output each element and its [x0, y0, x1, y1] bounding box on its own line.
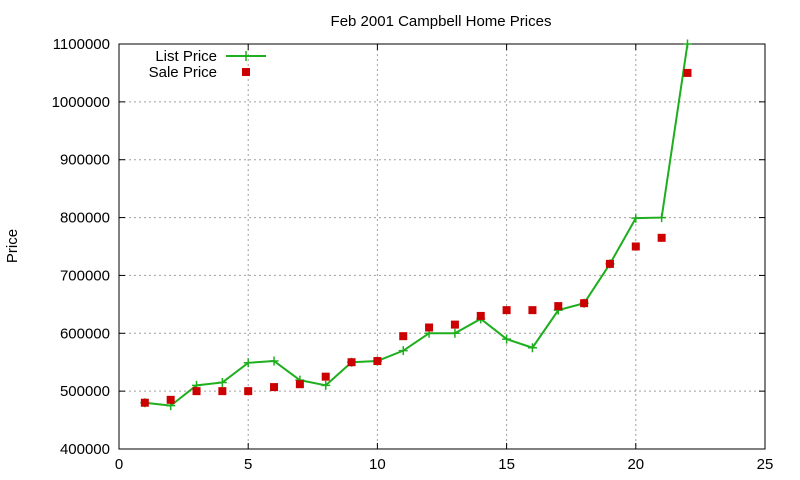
- data-point: [243, 358, 253, 368]
- legend-marker: [241, 51, 251, 61]
- x-tick-label: 0: [115, 456, 123, 473]
- data-point: [399, 332, 408, 341]
- data-point: [166, 395, 175, 404]
- x-tick-label: 10: [369, 456, 386, 473]
- data-point: [657, 213, 667, 223]
- data-point: [373, 357, 382, 366]
- series-group: [140, 39, 692, 411]
- y-tick-label: 1100000: [53, 36, 110, 53]
- data-point: [528, 306, 537, 315]
- x-tick-label: 5: [244, 456, 252, 473]
- data-point: [398, 346, 408, 356]
- x-tick-label: 15: [498, 456, 515, 473]
- y-tick-label: 800000: [60, 210, 110, 227]
- series-sale-price: [140, 68, 692, 407]
- data-point: [682, 39, 692, 49]
- y-tick-label: 400000: [60, 441, 110, 458]
- data-point: [476, 311, 485, 320]
- data-point: [631, 213, 641, 223]
- series-line: [144, 43, 689, 407]
- series-list-price: [140, 39, 692, 411]
- data-point: [140, 398, 149, 407]
- data-point: [657, 233, 666, 242]
- data-point: [347, 358, 356, 367]
- x-tick-label: 25: [757, 456, 774, 473]
- grid: [119, 44, 765, 449]
- data-point: [295, 380, 304, 389]
- data-point: [270, 383, 279, 392]
- data-point: [218, 387, 227, 396]
- y-tick-label: 900000: [60, 152, 110, 169]
- y-tick-label: 1000000: [52, 94, 110, 111]
- y-tick-label: 500000: [60, 383, 110, 400]
- data-point: [450, 328, 460, 338]
- data-point: [425, 323, 434, 332]
- data-point: [321, 372, 330, 381]
- data-point: [527, 343, 537, 353]
- y-axis-label: Price: [4, 229, 21, 263]
- y-tick-label: 700000: [60, 267, 110, 284]
- axis-ticks: 0 5 10 15 20 25 400000 500000 600000 700000 800000…: [52, 36, 774, 473]
- data-point: [192, 387, 201, 396]
- data-point: [450, 320, 459, 329]
- legend-marker: [242, 68, 250, 76]
- data-point: [631, 242, 640, 251]
- data-point: [580, 299, 589, 308]
- data-point: [321, 380, 331, 390]
- data-point: [683, 68, 692, 77]
- data-point: [502, 334, 512, 344]
- data-point: [605, 259, 614, 268]
- x-tick-label: 20: [627, 456, 644, 473]
- data-point: [502, 306, 511, 315]
- data-point: [554, 302, 563, 311]
- data-point: [217, 377, 227, 387]
- data-point: [244, 387, 253, 396]
- chart-title: Feb 2001 Campbell Home Prices: [331, 13, 552, 30]
- y-tick-label: 600000: [60, 325, 110, 342]
- data-point: [269, 356, 279, 366]
- legend-label: List Price: [155, 48, 217, 65]
- legend-label: Sale Price: [149, 64, 217, 81]
- plot-frame: [118, 43, 766, 450]
